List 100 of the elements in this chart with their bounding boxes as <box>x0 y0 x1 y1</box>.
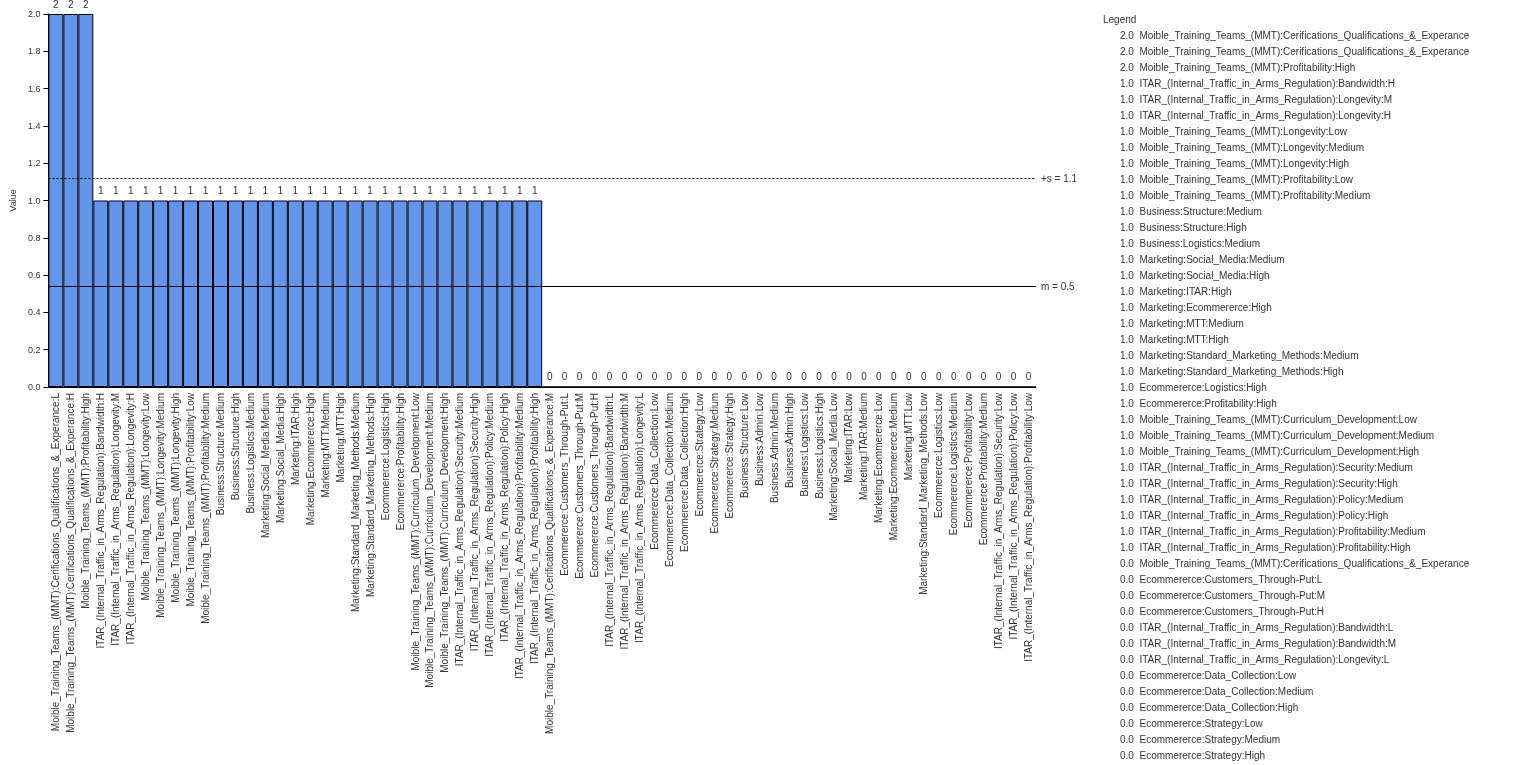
x-tick-label: Marketing:MTT:Medium <box>319 393 331 498</box>
text: 1.0 Moible_Training_Teams_(MMT):Longevity:Low <box>1120 125 1348 137</box>
text: 1.0 Marketing:Social_Media:Medium <box>1120 253 1285 265</box>
data-label: 1 <box>157 185 164 196</box>
text: 1.0 ITAR_(Internal_Traffic_in_Arms_Regulation):Bandwidth:H <box>1120 77 1395 89</box>
text: 0.0 ITAR_(Internal_Traffic_in_Arms_Regulation):Bandwidth:M <box>1120 637 1397 649</box>
data-label: 1 <box>202 185 209 196</box>
data-label: 1 <box>367 185 374 196</box>
text: 0.0 Ecommererce:Data_Collection:Medium <box>1120 685 1314 697</box>
data-label: 0 <box>621 371 628 382</box>
text: 1.0 Marketing:MTT:High <box>1120 333 1229 345</box>
legend-title: Legend <box>1103 13 1137 25</box>
text: 1.0 Marketing:Standard_Marketing_Methods:High <box>1120 365 1344 377</box>
data-label: 1 <box>307 185 314 196</box>
text: 1.0 Ecommererce:Logistics:High <box>1120 381 1267 393</box>
text: 1.0 Marketing:Standard_Marketing_Methods:Medium <box>1120 349 1359 361</box>
text: 2.0 Moible_Training_Teams_(MMT):Cerifications_Qualifications_&_Experance <box>1120 45 1470 57</box>
x-tick-label: ITAR_(Internal_Traffic_in_Arms_Regulation):Longevity:L <box>633 392 645 643</box>
data-label: 0 <box>666 371 673 382</box>
x-tick-label: Business:Admin:High <box>783 393 795 489</box>
ref-line-label: m = 0.5 <box>1041 280 1076 292</box>
data-label: 2 <box>68 0 75 10</box>
x-tick-label: ITAR_(Internal_Traffic_in_Arms_Regulation):Bandwidth:M <box>619 393 630 650</box>
data-label: 1 <box>187 185 194 196</box>
y-tick-label: 1.6 <box>27 83 41 94</box>
data-label: 0 <box>950 371 957 382</box>
y-tick-label: 0.2 <box>27 344 41 355</box>
text: 1.0 ITAR_(Internal_Traffic_in_Arms_Regulation):Security:High <box>1120 477 1398 489</box>
data-label: 0 <box>965 371 972 382</box>
text: 1.0 Moible_Training_Teams_(MMT):Curriculum_Development:Low <box>1120 413 1418 425</box>
data-label: 0 <box>876 371 883 382</box>
x-tick-label: ITAR_(Internal_Traffic_in_Arms_Regulation):Bandwidth:H <box>95 393 107 649</box>
data-label: 0 <box>711 371 718 382</box>
text: 2.0 Moible_Training_Teams_(MMT):Profitability:High <box>1120 61 1356 73</box>
x-tick-label: Moible_Training_Teams_(MMT):Profitability:Low <box>185 392 197 607</box>
x-tick-label: Ecommererce:Logistics:Low <box>933 392 945 519</box>
data-label: 0 <box>891 371 898 382</box>
data-label: 0 <box>726 371 733 382</box>
ref-line-label: +s = 1.1 <box>1041 172 1078 184</box>
data-label: 1 <box>487 185 494 196</box>
text: 1.0 Marketing:Social_Media:High <box>1120 269 1270 281</box>
data-label: 0 <box>606 371 613 382</box>
x-tick-label: Marketing:Standard_Marketing_Methods:Medium <box>349 393 361 612</box>
x-tick-label: ITAR_(Internal_Traffic_in_Arms_Regulation):Security:Low <box>993 392 1005 650</box>
text: 1.0 Marketing:MTT:Medium <box>1120 317 1244 329</box>
x-tick-label: ITAR_(Internal_Traffic_in_Arms_Regulation):Longevity:H <box>125 393 137 645</box>
x-tick-label: Marketing:Social_Media:High <box>274 393 286 524</box>
x-tick-label: Marketing:Standard_Marketing_Methods:High <box>364 393 376 597</box>
x-tick-label: Marketing:Social_Media:Medium <box>259 393 271 539</box>
y-axis-title: Value <box>7 189 18 212</box>
x-tick-label: ITAR_(Internal_Traffic_in_Arms_Regulation):Security:High <box>469 393 481 652</box>
x-tick-label: Ecommererce:Data_Collection:Low <box>648 392 660 550</box>
text: 0.0 Ecommererce:Strategy:Medium <box>1120 733 1281 745</box>
x-tick-label: Ecommererce:Customers_Through-Put:H <box>589 393 601 578</box>
x-tick-label: Ecommererce:Logistics:High <box>379 393 391 521</box>
text: 0.0 Ecommererce:Data_Collection:Low <box>1120 669 1297 681</box>
data-label: 1 <box>142 185 149 196</box>
x-tick-label: Moible_Training_Teams_(MMT):Cerifications_Qualifications_&_Experance:M <box>544 393 556 734</box>
data-label: 1 <box>502 185 509 196</box>
text: 1.0 Moible_Training_Teams_(MMT):Curriculum_Development:High <box>1120 445 1420 457</box>
x-tick-label: Business:Admin:Medium <box>768 393 780 504</box>
data-label: 1 <box>382 185 389 196</box>
text: 1.0 ITAR_(Internal_Traffic_in_Arms_Regulation):Policy:Medium <box>1120 493 1404 505</box>
x-tick-label: Ecommererce:Customers_Through-Put:M <box>574 393 586 579</box>
data-label: 0 <box>546 371 553 382</box>
data-label: 0 <box>576 371 583 382</box>
x-tick-label: Moible_Training_Teams_(MMT):Profitability:Medium <box>200 393 212 624</box>
text: 1.0 Marketing:ITAR:High <box>1120 285 1232 297</box>
text: 2.0 Moible_Training_Teams_(MMT):Cerifications_Qualifications_&_Experance <box>1120 29 1470 41</box>
text: 1.0 Moible_Training_Teams_(MMT):Profitability:Low <box>1120 173 1354 185</box>
text: 0.0 Ecommererce:Data_Collection:High <box>1120 701 1299 713</box>
x-tick-label: Moible_Training_Teams_(MMT):Cerifications_Qualifications_&_Experance:H <box>65 393 77 733</box>
x-tick-label: Business:Structure:Medium <box>214 393 226 516</box>
data-label: 1 <box>232 185 239 196</box>
text: 1.0 Business:Logistics:Medium <box>1120 237 1261 249</box>
data-label: 1 <box>457 185 464 196</box>
data-label: 0 <box>816 371 823 382</box>
data-label: 0 <box>831 371 838 382</box>
text: 1.0 Business:Structure:Medium <box>1120 205 1262 217</box>
data-label: 1 <box>427 185 434 196</box>
x-tick-label: Moible_Training_Teams_(MMT):Cerifications_Qualifications_&_Experance:L <box>50 392 62 732</box>
text: 1.0 Moible_Training_Teams_(MMT):Curriculum_Development:Medium <box>1120 429 1435 441</box>
x-tick-label: Marketing:ITAR:High <box>289 393 301 486</box>
data-label: 1 <box>412 185 419 196</box>
data-label: 1 <box>531 185 538 196</box>
data-label: 0 <box>861 371 868 382</box>
data-label: 1 <box>217 185 224 196</box>
data-label: 1 <box>397 185 404 196</box>
data-label: 1 <box>292 185 299 196</box>
text: 0.0 Ecommererce:Customers_Through-Put:M <box>1120 589 1326 601</box>
x-tick-label: Moible_Training_Teams_(MMT):Longevity:High <box>170 393 182 603</box>
y-tick-label: 1.2 <box>27 158 41 169</box>
text: 0.0 Moible_Training_Teams_(MMT):Cerifications_Qualifications_&_Experance <box>1120 557 1470 569</box>
x-tick-label: Moible_Training_Teams_(MMT):Longevity:Medium <box>155 393 167 618</box>
x-tick-label: Moible_Training_Teams_(MMT):Curriculum_Development:High <box>439 393 451 673</box>
text: 0.0 ITAR_(Internal_Traffic_in_Arms_Regulation):Bandwidth:L <box>1120 621 1394 633</box>
x-tick-label: Ecommererce:Profitability:Medium <box>978 393 990 546</box>
x-tick-label: Business:Structure:High <box>229 393 241 501</box>
x-tick-label: Marketing:MTT:High <box>334 393 346 483</box>
x-tick-label: Moible_Training_Teams_(MMT):Curriculum_Development:Low <box>409 392 421 671</box>
